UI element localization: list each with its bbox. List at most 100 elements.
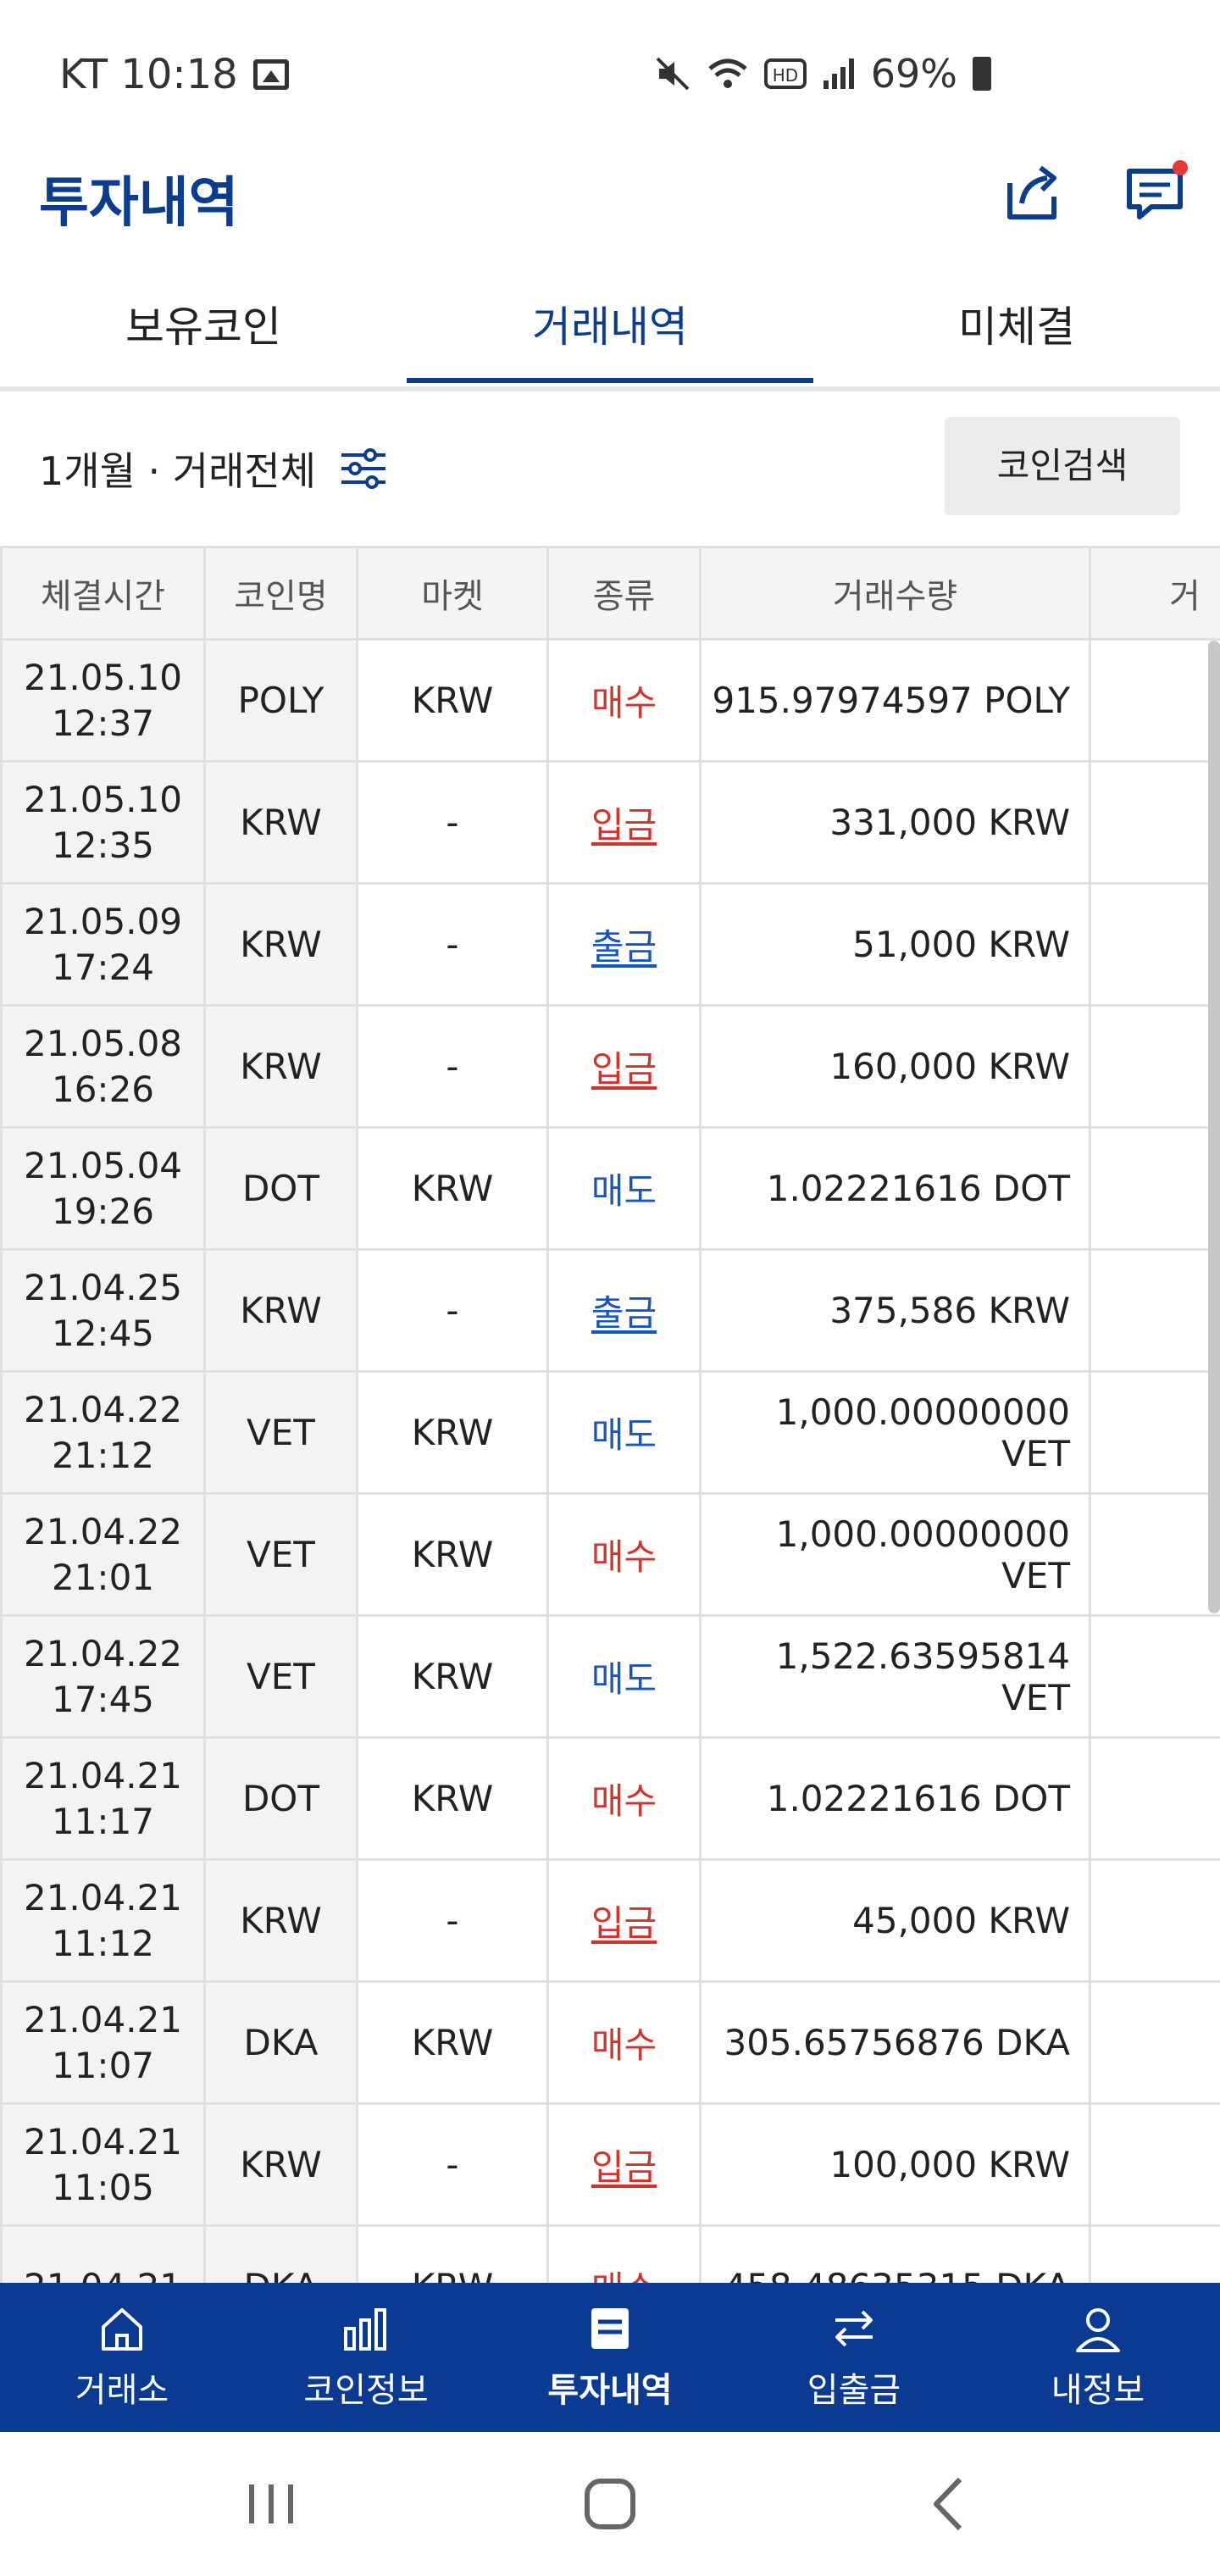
type-label: 매수 (591, 1780, 657, 1822)
share-icon[interactable] (1000, 159, 1068, 227)
nav-investment-history[interactable]: 투자내역 (488, 2283, 732, 2432)
cell-market: KRW (356, 638, 549, 763)
coin-search-button[interactable]: 코인검색 (945, 417, 1180, 515)
cell-price (1089, 760, 1220, 885)
cell-quantity: 1,000.00000000 VET (699, 1492, 1091, 1617)
cell-clock: 12:45 (51, 1312, 155, 1354)
cell-market: - (356, 1248, 549, 1373)
nav-label: 거래소 (75, 2371, 169, 2410)
cell-quantity: 45,000 KRW (699, 1858, 1091, 1983)
cell-coin: VET (203, 1614, 358, 1739)
cell-coin: POLY (203, 638, 358, 763)
nav-exchange[interactable]: 거래소 (0, 2283, 244, 2432)
type-label: 매수 (591, 1536, 657, 1578)
table-row[interactable]: 21.04.22 21:01 VET KRW 매수 1,000.00000000 VET (0, 1492, 1220, 1617)
cell-date: 21.04.22 (23, 1388, 183, 1430)
cell-date: 21.04.22 (23, 1632, 183, 1674)
cell-quantity: 1.02221616 DOT (699, 1126, 1091, 1251)
cell-clock: 21:12 (51, 1434, 155, 1476)
type-label[interactable]: 입금 (591, 804, 657, 846)
cell-time: 21.04.22 17:45 (0, 1614, 206, 1739)
table-row[interactable]: 21.04.21 11:05 KRW - 입금 100,000 KRW (0, 2102, 1220, 2227)
type-label[interactable]: 출금 (591, 926, 657, 968)
table-row[interactable]: 21.05.04 19:26 DOT KRW 매도 1.02221616 DOT (0, 1126, 1220, 1251)
table-row[interactable]: 21.05.08 16:26 KRW - 입금 160,000 KRW (0, 1004, 1220, 1129)
col-header-time[interactable]: 체결시간 (0, 546, 206, 641)
cell-market: KRW (356, 1736, 549, 1861)
cell-coin: DKA (203, 2224, 358, 2283)
cell-time: 21.04.21 11:12 (0, 1858, 206, 1983)
cell-quantity: 160,000 KRW (699, 1004, 1091, 1129)
cell-market: KRW (356, 1492, 549, 1617)
cell-quantity: 100,000 KRW (699, 2102, 1091, 2227)
wifi-icon (708, 58, 747, 88)
table-row[interactable]: 21.05.09 17:24 KRW - 출금 51,000 KRW (0, 882, 1220, 1007)
type-label[interactable]: 출금 (591, 1292, 657, 1334)
nav-coin-info[interactable]: 코인정보 (244, 2283, 488, 2432)
cell-coin: DKA (203, 1980, 358, 2105)
col-header-type[interactable]: 종류 (546, 546, 702, 641)
table-scrollbar[interactable] (1208, 641, 1220, 1613)
chat-icon[interactable] (1123, 159, 1190, 227)
cell-time: 21.04.21 11:17 (0, 1736, 206, 1861)
cell-date: 21.05.08 (23, 1022, 183, 1064)
cell-quantity: 458.48635315 DKA (699, 2224, 1091, 2283)
col-header-market[interactable]: 마켓 (356, 546, 549, 641)
table-row[interactable]: 21.04.25 12:45 KRW - 출금 375,586 KRW (0, 1248, 1220, 1373)
nav-deposit-withdraw[interactable]: 입출금 (732, 2283, 976, 2432)
cell-quantity: 51,000 KRW (699, 882, 1091, 1007)
page-title: 투자내역 (39, 172, 239, 235)
type-label[interactable]: 입금 (591, 1902, 657, 1944)
table-row[interactable]: 21.04.21 11:12 KRW - 입금 45,000 KRW (0, 1858, 1220, 1983)
col-header-coin[interactable]: 코인명 (203, 546, 358, 641)
cell-clock: 19:26 (51, 1190, 155, 1232)
cell-coin: KRW (203, 2102, 358, 2227)
person-icon (1076, 2308, 1120, 2352)
cell-quantity: 305.65756876 DKA (699, 1980, 1091, 2105)
nav-my-info[interactable]: 내정보 (976, 2283, 1220, 2432)
cell-time: 21.05.09 17:24 (0, 882, 206, 1007)
table-row[interactable]: 21.04.21DKAKRW 매수 458.48635315 DKA (0, 2224, 1220, 2283)
tab-pending[interactable]: 미체결 (958, 303, 1075, 352)
table-row[interactable]: 21.05.10 12:37 POLY KRW 매수 915.97974597 POLY (0, 638, 1220, 763)
cell-market: KRW (356, 1370, 549, 1495)
home-button-icon[interactable] (572, 2466, 648, 2542)
cell-coin: DOT (203, 1126, 358, 1251)
table-row[interactable]: 21.04.21 11:07 DKA KRW 매수 305.65756876 DKA (0, 1980, 1220, 2105)
table-row[interactable]: 21.05.10 12:35 KRW - 입금 331,000 KRW (0, 760, 1220, 885)
cell-clock: 11:05 (51, 2166, 155, 2208)
mute-icon (656, 57, 690, 91)
cell-price (1089, 2102, 1220, 2227)
table-header-row: 체결시간 코인명 마켓 종류 거래수량 거 (0, 546, 1220, 641)
table-row[interactable]: 21.04.22 21:12 VET KRW 매도 1,000.00000000 VET (0, 1370, 1220, 1495)
cell-type: 입금 (546, 1004, 702, 1129)
tab-holdings[interactable]: 보유코인 (125, 303, 281, 352)
cell-market: KRW (356, 1614, 549, 1739)
cell-type: 입금 (546, 1858, 702, 1983)
tab-transactions[interactable]: 거래내역 (407, 280, 813, 390)
cell-date: 21.05.10 (23, 656, 183, 698)
cell-market: KRW (356, 1980, 549, 2105)
nav-label: 투자내역 (547, 2371, 673, 2410)
cell-clock: 17:24 (51, 946, 155, 988)
col-header-quantity[interactable]: 거래수량 (699, 546, 1091, 641)
filter-settings-icon (341, 448, 386, 489)
signal-icon (823, 58, 854, 89)
type-label: 매수 (591, 2024, 657, 2066)
cell-quantity: 1.02221616 DOT (699, 1736, 1091, 1861)
table-row[interactable]: 21.04.22 17:45 VET KRW 매도 1,522.63595814 VET (0, 1614, 1220, 1739)
cell-date: 21.05.04 (23, 1144, 183, 1186)
col-header-price[interactable]: 거 (1089, 546, 1220, 641)
transaction-table[interactable]: 체결시간 코인명 마켓 종류 거래수량 거 21.05.10 12:37 POLY K… (0, 546, 1220, 2283)
filter-toggle[interactable]: 1개월 · 거래전체 (39, 441, 389, 497)
type-label: 매도 (591, 1658, 657, 1700)
cell-coin: KRW (203, 1004, 358, 1129)
recent-apps-icon[interactable] (233, 2466, 309, 2542)
back-icon[interactable] (911, 2466, 987, 2542)
table-row[interactable]: 21.04.21 11:17 DOT KRW 매수 1.02221616 DOT (0, 1736, 1220, 1861)
cell-coin: VET (203, 1370, 358, 1495)
type-label[interactable]: 입금 (591, 1048, 657, 1090)
cell-time: 21.05.08 16:26 (0, 1004, 206, 1129)
cell-time: 21.04.21 11:05 (0, 2102, 206, 2227)
type-label[interactable]: 입금 (591, 2146, 657, 2188)
